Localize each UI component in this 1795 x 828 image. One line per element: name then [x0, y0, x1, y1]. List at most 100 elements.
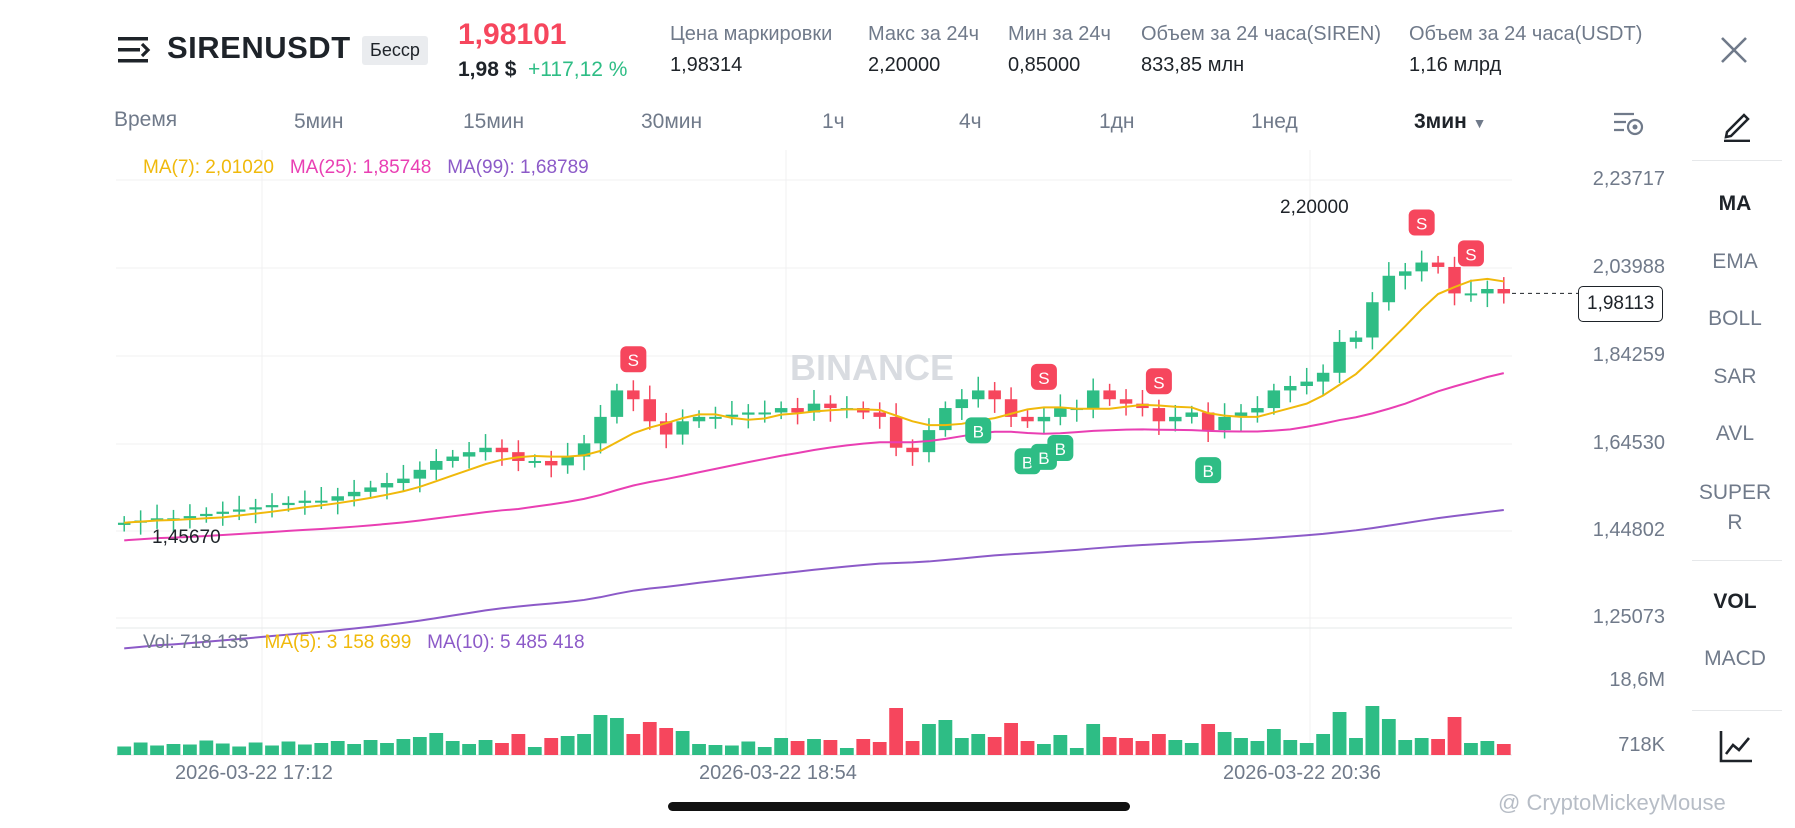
- tab-30min[interactable]: 30мин: [641, 110, 703, 133]
- indicator-ma[interactable]: MA: [1718, 192, 1752, 215]
- low-24h-label: Мин за 24ч: [1008, 23, 1111, 45]
- sell-marker: [1145, 368, 1172, 395]
- candle: [528, 460, 542, 463]
- volume-bar: [790, 741, 805, 755]
- indicator-macd[interactable]: MACD: [1704, 647, 1766, 670]
- volume-bar: [1480, 741, 1495, 755]
- volume-bar: [183, 744, 197, 755]
- volume-bar: [1365, 706, 1380, 755]
- candle: [298, 500, 312, 503]
- volume-bar: [741, 741, 756, 755]
- tab-3min-active[interactable]: 3мин ▼: [1414, 110, 1487, 134]
- sell-marker: [1030, 363, 1057, 390]
- candle: [1021, 416, 1034, 422]
- sell-marker: [1457, 240, 1484, 267]
- candle: [627, 390, 640, 400]
- volume-bar: [1283, 740, 1298, 755]
- indicator-boll[interactable]: BOLL: [1708, 307, 1762, 330]
- draw-pen-icon[interactable]: [1720, 108, 1754, 142]
- tab-5min[interactable]: 5мин: [294, 110, 344, 133]
- indicator-sar[interactable]: SAR: [1713, 365, 1757, 388]
- indicator-ema[interactable]: EMA: [1712, 250, 1758, 273]
- candle: [1349, 337, 1363, 342]
- volume-bar: [199, 740, 214, 755]
- candle: [495, 447, 509, 453]
- candle: [1251, 408, 1264, 413]
- volume-bar: [954, 738, 969, 755]
- chart-settings-icon[interactable]: [1612, 108, 1644, 138]
- candle: [1316, 372, 1330, 382]
- volume-bar: [823, 740, 838, 755]
- volume-bar: [495, 743, 509, 755]
- sidebar-divider: [1692, 560, 1782, 561]
- volume-bar: [1184, 743, 1199, 755]
- symbol-title[interactable]: SIRENUSDT: [167, 30, 351, 65]
- menu-icon[interactable]: [118, 34, 154, 66]
- volume-bar: [1168, 740, 1183, 755]
- tab-15min[interactable]: 15мин: [463, 110, 525, 133]
- home-indicator[interactable]: [668, 802, 1130, 811]
- volume-bar: [724, 745, 739, 755]
- current-price-tag[interactable]: 1,98113: [1578, 286, 1664, 322]
- volume-bar: [281, 741, 296, 755]
- sell-marker-label: S: [1416, 215, 1427, 234]
- candle: [446, 456, 459, 461]
- candle: [577, 443, 591, 457]
- volume-bar: [429, 733, 444, 755]
- tab-1h[interactable]: 1ч: [822, 110, 845, 133]
- volume-bar: [560, 736, 575, 755]
- volume-bar: [1102, 737, 1117, 755]
- indicator-super[interactable]: SUPER R: [1690, 478, 1780, 538]
- tab-1w[interactable]: 1нед: [1251, 110, 1298, 133]
- tab-4h[interactable]: 4ч: [959, 110, 982, 133]
- candle: [1300, 381, 1313, 387]
- candle: [1464, 293, 1478, 296]
- chart-type-icon[interactable]: [1718, 728, 1754, 764]
- candle: [1431, 262, 1445, 267]
- candle: [1497, 288, 1511, 294]
- candle: [1169, 416, 1182, 422]
- candle: [889, 416, 903, 448]
- ma25-legend: MA(25): 1,85748: [289, 157, 432, 178]
- time-axis-label: 2026-03-22 20:36: [1223, 762, 1381, 784]
- volume-bar: [1464, 743, 1478, 755]
- candle: [397, 478, 410, 484]
- volume-bar: [1414, 738, 1429, 755]
- volume-axis-label: 718K: [1618, 734, 1665, 756]
- volume-bar: [757, 747, 772, 755]
- candle: [347, 491, 361, 497]
- volume-bar: [1447, 717, 1462, 755]
- sell-marker-label: S: [1038, 369, 1049, 388]
- volume-bar: [527, 747, 542, 755]
- buy-marker: [1195, 457, 1222, 484]
- buy-marker-label: B: [1055, 440, 1066, 459]
- candle: [1103, 390, 1116, 400]
- vol-value: Vol: 718 135: [143, 632, 249, 653]
- high-24h-label: Макс за 24ч: [868, 23, 980, 45]
- indicator-vol[interactable]: VOL: [1713, 590, 1757, 613]
- candle: [413, 469, 427, 479]
- time-label[interactable]: Время: [114, 108, 178, 131]
- volume-bar: [1135, 741, 1150, 755]
- volume-bar: [1037, 744, 1051, 755]
- candle: [331, 496, 344, 501]
- candle: [282, 502, 295, 506]
- candle: [643, 399, 657, 422]
- low-price-annotation: 1,45670: [152, 527, 221, 548]
- candle: [265, 505, 279, 508]
- sidebar-divider: [1692, 160, 1782, 161]
- volume-bar: [265, 745, 279, 755]
- indicator-avl[interactable]: AVL: [1715, 422, 1755, 445]
- volume-bar: [807, 739, 821, 755]
- candle: [479, 447, 492, 453]
- volume-bar: [938, 720, 953, 755]
- price-axis-label: 1,25073: [1592, 606, 1665, 628]
- tab-1d[interactable]: 1дн: [1099, 110, 1135, 133]
- volume-bar: [1217, 732, 1232, 755]
- candle: [1415, 262, 1428, 272]
- close-icon[interactable]: [1718, 34, 1750, 66]
- ma99-line: [124, 508, 1504, 650]
- high-24h-value: 2,20000: [868, 54, 941, 76]
- volume-bar: [166, 744, 181, 755]
